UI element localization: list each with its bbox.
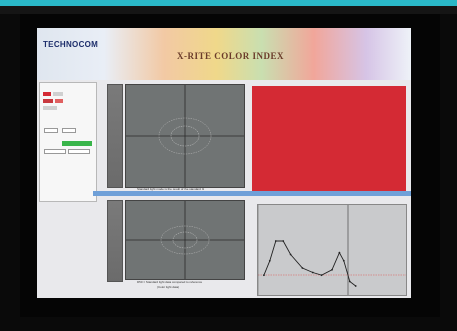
app-title: X-RITE COLOR INDEX	[177, 51, 285, 61]
spectral-curve	[263, 240, 356, 287]
color-sample	[252, 86, 406, 194]
application-screen: TECHNOCOM X-RITE COLOR INDEX	[37, 28, 411, 298]
value-input[interactable]	[62, 128, 76, 133]
color-swatch[interactable]	[43, 99, 53, 103]
spectral-point	[348, 280, 351, 283]
value-input[interactable]	[44, 128, 58, 133]
plot-caption: D50 = Standard light data compared to re…	[137, 280, 203, 284]
value-input[interactable]	[68, 149, 90, 154]
spectral-graph	[257, 204, 407, 296]
color-swatch[interactable]	[53, 92, 63, 96]
spectral-point	[311, 271, 314, 274]
spectral-point	[263, 274, 265, 277]
color-swatch[interactable]	[43, 92, 51, 96]
spectral-point	[274, 240, 277, 242]
value-input[interactable]	[44, 149, 66, 154]
spectral-point	[342, 259, 345, 262]
plot-caption: Standard light mode is the result of the…	[137, 187, 205, 191]
spectral-point	[320, 274, 323, 277]
spectral-point	[289, 253, 292, 256]
ab-plot-svg	[126, 201, 244, 279]
top-band	[0, 6, 457, 14]
lightness-scale[interactable]	[107, 200, 123, 282]
control-panel	[39, 82, 97, 202]
spectral-point	[268, 259, 271, 262]
spectral-point	[354, 285, 357, 287]
ab-plot-top	[125, 84, 245, 188]
spectral-point	[282, 240, 285, 242]
spectral-svg	[257, 205, 406, 295]
spectral-point	[338, 251, 341, 254]
color-swatch[interactable]	[43, 106, 57, 110]
color-swatch[interactable]	[55, 99, 63, 103]
app-logo: TECHNOCOM	[43, 40, 99, 49]
toolbar-bar	[93, 191, 411, 196]
spectral-point	[331, 268, 333, 271]
plot-caption: (Color light data)	[157, 285, 180, 289]
spectral-point	[301, 267, 304, 269]
status-indicator	[62, 141, 92, 146]
ab-plot-svg	[126, 85, 244, 187]
accent-strip	[0, 0, 457, 6]
app-banner: TECHNOCOM X-RITE COLOR INDEX	[37, 28, 411, 80]
lightness-scale[interactable]	[107, 84, 123, 188]
ab-plot-bottom	[125, 200, 245, 280]
